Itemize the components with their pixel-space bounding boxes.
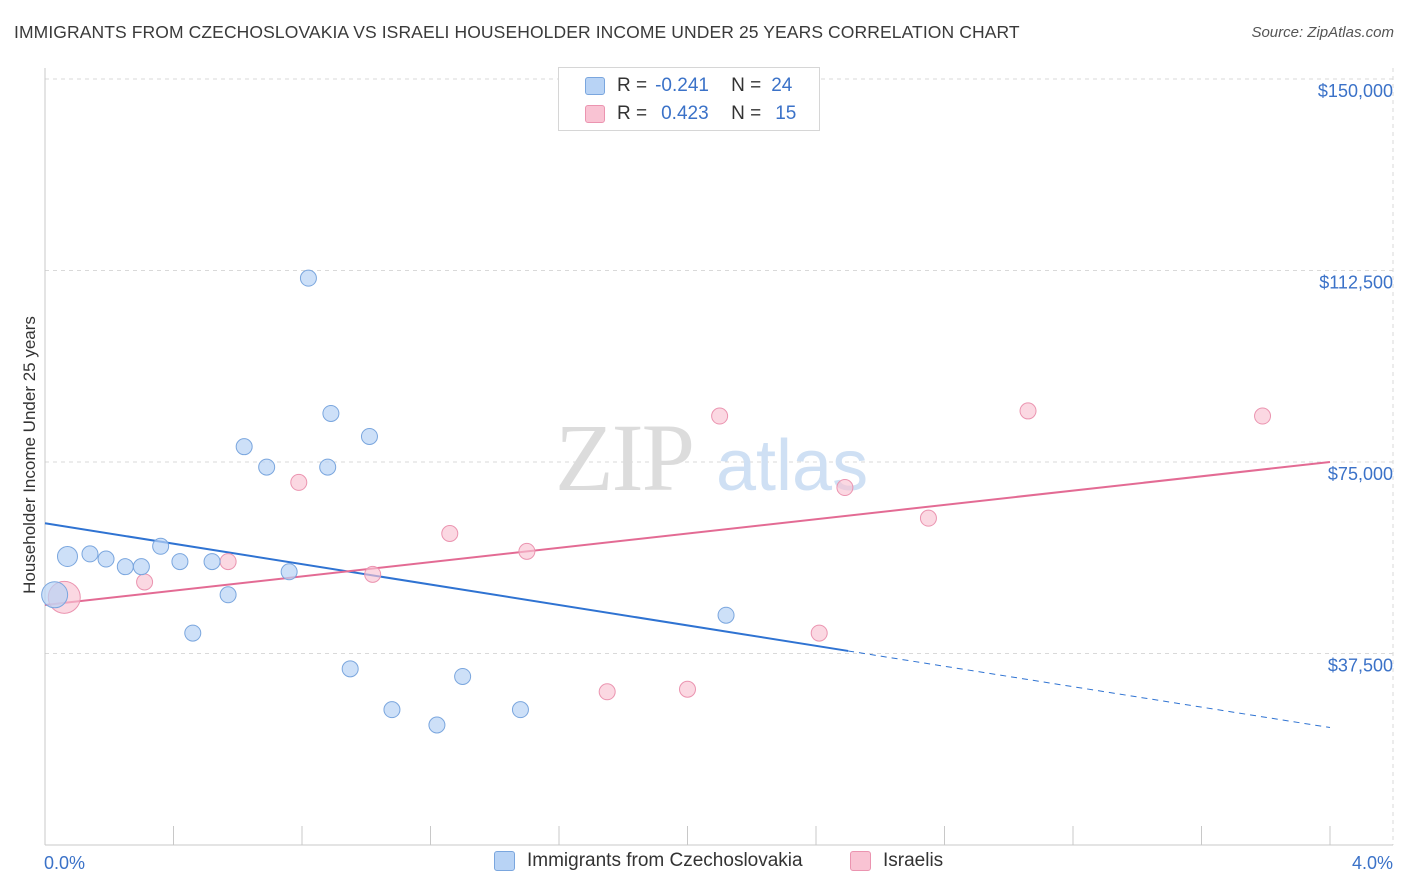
y-axis-label: Householder Income Under 25 years xyxy=(20,316,39,594)
legend-n-label: N = xyxy=(731,103,762,124)
legend-n-label: N = xyxy=(731,75,762,96)
point-czechoslovakia xyxy=(116,558,134,576)
bottom-legend: Immigrants from Czechoslovakia Israelis xyxy=(0,850,1406,878)
legend-r-value: 0.423 xyxy=(661,103,709,124)
point-israelis xyxy=(1254,407,1272,425)
point-czechoslovakia xyxy=(219,586,237,604)
point-czechoslovakia xyxy=(171,553,189,571)
point-czechoslovakia xyxy=(322,404,340,422)
legend-swatch-pink xyxy=(585,105,605,123)
x-tick-label-max: 4.0% xyxy=(1352,853,1393,873)
bottom-legend-czechoslovakia: Immigrants from Czechoslovakia xyxy=(494,850,803,872)
y-tick-label: $112,500 xyxy=(1319,273,1393,293)
trend-line-czechoslovakia xyxy=(44,522,849,652)
point-israelis xyxy=(441,524,459,542)
bottom-legend-label: Israelis xyxy=(883,850,944,871)
data-points xyxy=(41,269,1272,734)
y-tick-labels: $37,500 $75,000 $112,500 $150,000 xyxy=(1318,81,1393,676)
legend-swatch-blue xyxy=(585,77,605,95)
legend-r-label: R = xyxy=(617,75,648,96)
bottom-legend-swatch-blue xyxy=(494,851,515,871)
watermark: ZIP atlas xyxy=(555,404,868,511)
point-czechoslovakia xyxy=(280,563,298,581)
x-tick-label-min: 0.0% xyxy=(44,853,85,873)
point-israelis xyxy=(598,683,616,701)
y-tick-label: $75,000 xyxy=(1328,464,1393,484)
point-czechoslovakia xyxy=(299,269,317,287)
legend-n-value: 15 xyxy=(775,103,797,124)
bottom-legend-swatch-pink xyxy=(850,851,871,871)
watermark-zip: ZIP xyxy=(555,404,693,511)
point-czechoslovakia xyxy=(383,701,401,719)
point-israelis xyxy=(1019,402,1037,420)
bottom-legend-israelis: Israelis xyxy=(850,850,943,872)
point-czechoslovakia xyxy=(360,427,378,445)
point-czechoslovakia xyxy=(184,624,202,642)
legend: R = -0.241 N = 24 R = 0.423 N = 15 xyxy=(558,67,820,131)
point-israelis xyxy=(518,542,536,560)
point-israelis xyxy=(810,624,828,642)
point-czechoslovakia xyxy=(428,716,446,734)
point-czechoslovakia xyxy=(56,545,78,567)
chart-title: IMMIGRANTS FROM CZECHOSLOVAKIA VS ISRAEL… xyxy=(14,22,1020,42)
point-czechoslovakia xyxy=(235,438,253,456)
y-tick-label: $37,500 xyxy=(1328,656,1393,676)
source-label: Source: ZipAtlas.com xyxy=(1251,24,1394,41)
point-israelis xyxy=(711,407,729,425)
point-czechoslovakia xyxy=(81,545,99,563)
y-tick-label: $150,000 xyxy=(1318,81,1393,101)
point-israelis xyxy=(136,573,154,591)
point-czechoslovakia xyxy=(319,458,337,476)
point-czechoslovakia xyxy=(341,660,359,678)
legend-r-value: -0.241 xyxy=(655,75,709,96)
point-israelis xyxy=(679,680,696,698)
point-czechoslovakia xyxy=(717,606,735,624)
point-czechoslovakia xyxy=(203,553,221,571)
bottom-legend-label: Immigrants from Czechoslovakia xyxy=(527,850,803,871)
legend-row-israelis: R = 0.423 N = 15 xyxy=(559,100,796,128)
point-israelis xyxy=(836,479,854,497)
point-czechoslovakia xyxy=(454,667,472,685)
legend-r-label: R = xyxy=(617,103,648,124)
point-czechoslovakia xyxy=(132,558,150,576)
point-czechoslovakia xyxy=(258,458,276,476)
point-czechoslovakia xyxy=(41,581,69,609)
point-czechoslovakia xyxy=(152,537,170,555)
point-czechoslovakia xyxy=(511,701,529,719)
point-czechoslovakia xyxy=(97,550,115,568)
point-israelis xyxy=(219,553,237,571)
trend-lines xyxy=(44,461,1331,729)
trend-line-czechoslovakia-extension xyxy=(848,650,1331,729)
point-israelis xyxy=(290,473,308,491)
trend-line-israelis xyxy=(44,461,1331,606)
point-israelis xyxy=(919,509,937,527)
legend-n-value: 24 xyxy=(771,75,793,96)
point-israelis xyxy=(364,565,382,583)
legend-row-czechoslovakia: R = -0.241 N = 24 xyxy=(559,72,792,100)
axes xyxy=(44,68,1393,846)
